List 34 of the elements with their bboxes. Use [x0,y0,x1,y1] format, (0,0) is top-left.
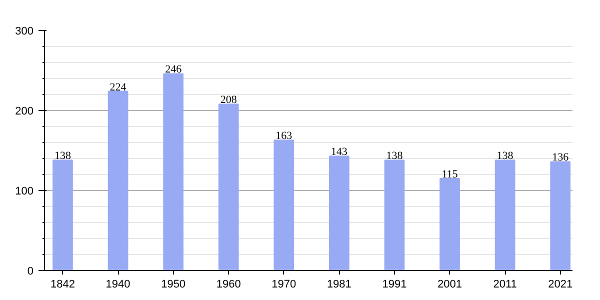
bar [494,160,516,270]
bar [440,178,460,270]
data-label: 208 [220,94,238,106]
x-tick-label: 1991 [382,278,407,290]
bar [550,161,571,270]
data-label: 136 [552,152,570,164]
data-label: 143 [330,146,348,158]
data-label: 138 [54,150,72,162]
bar [108,90,128,270]
y-tick-label: 200 [15,106,34,118]
y-tick-label: 100 [15,186,34,198]
x-tick-label: 1842 [50,278,75,290]
bar [52,160,73,270]
bar [329,156,350,270]
data-label: 246 [165,64,182,76]
x-tick-label: 2021 [548,278,573,290]
x-tick-label: 2011 [493,278,517,290]
y-tick-label: 0 [27,266,34,278]
x-tick-label: 1981 [326,278,352,290]
x-tick-label: 2001 [438,278,462,290]
bar [218,104,239,270]
x-tick-label: 1940 [106,278,130,290]
data-label: 138 [496,150,514,162]
data-label: 115 [442,168,458,180]
data-label: 163 [276,130,293,142]
data-label: 138 [386,150,404,162]
bar [274,140,294,270]
x-tick-label: 1950 [161,278,186,290]
bar [384,160,405,270]
bar [163,73,184,270]
data-label: 224 [110,81,127,94]
y-tick-label: 300 [15,26,34,38]
x-tick-label: 1960 [216,278,241,290]
x-tick-label: 1970 [272,278,296,290]
